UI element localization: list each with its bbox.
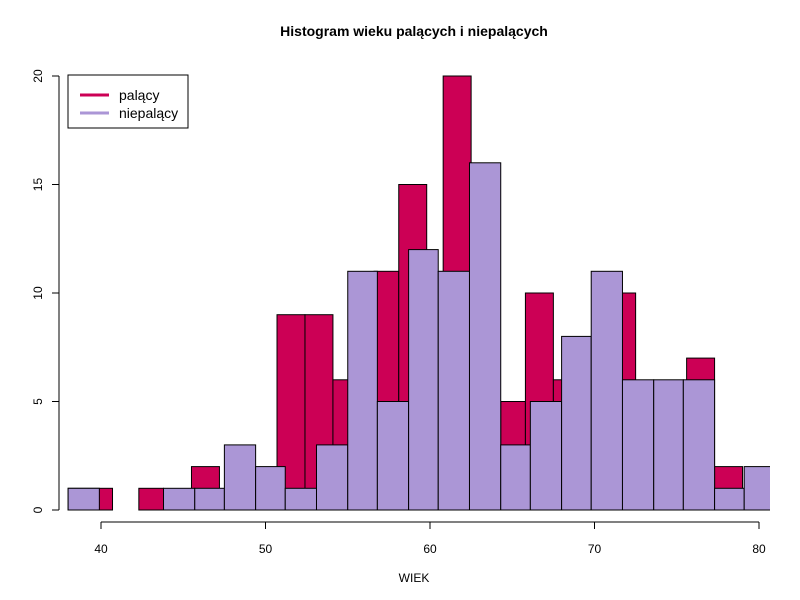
- legend: palący niepalący: [67, 74, 189, 129]
- x-axis-label: WIEK: [399, 571, 430, 585]
- x-tick-label-2: 60: [423, 542, 437, 556]
- x-tick-label-0: 40: [94, 542, 108, 556]
- x-tick-label-4: 80: [752, 542, 766, 556]
- bars-layer: [67, 75, 770, 511]
- bar-niepalacy-8: [376, 401, 410, 511]
- bar-niepalacy-19: [714, 487, 745, 511]
- bar-niepalacy-14: [561, 335, 592, 511]
- bar-niepalacy-2: [194, 487, 225, 511]
- chart-title: Histogram wieku palących i niepalących: [280, 23, 548, 39]
- x-tick-label-1: 50: [259, 542, 273, 556]
- bar-niepalacy-15: [590, 270, 623, 511]
- bar-niepalacy-1: [163, 487, 196, 511]
- x-tick-label-3: 70: [588, 542, 602, 556]
- bar-niepalacy-10: [437, 270, 470, 511]
- x-axis: 40 50 60 70 80: [94, 521, 766, 556]
- y-tick-label-4: 20: [31, 69, 45, 83]
- bar-niepalacy-9: [408, 249, 439, 511]
- bar-niepalacy-11: [468, 162, 502, 511]
- legend-label-palacy: palący: [119, 87, 159, 103]
- legend-label-niepalacy: niepalący: [119, 105, 178, 121]
- bar-niepalacy-12: [500, 444, 531, 511]
- bar-niepalacy-6: [315, 444, 349, 511]
- bar-niepalacy-0: [67, 487, 100, 511]
- bar-niepalacy-7: [347, 270, 378, 511]
- bar-niepalacy-16: [621, 379, 655, 511]
- y-tick-label-2: 10: [31, 286, 45, 300]
- bar-niepalacy-17: [653, 379, 684, 511]
- bar-niepalacy-4: [255, 466, 286, 511]
- bar-niepalacy-18: [682, 379, 716, 511]
- y-tick-label-1: 5: [31, 398, 45, 405]
- bar-niepalacy-5: [284, 487, 317, 511]
- y-tick-label-0: 0: [31, 506, 45, 513]
- y-axis: 0 5 10 15 20: [31, 69, 60, 513]
- bar-niepalacy-3: [223, 444, 257, 511]
- bar-niepalacy-13: [529, 401, 563, 511]
- bar-palacy-1: [138, 487, 165, 511]
- legend-box: [67, 74, 189, 129]
- y-tick-label-3: 15: [31, 178, 45, 192]
- bar-niepalacy-20: [743, 466, 770, 511]
